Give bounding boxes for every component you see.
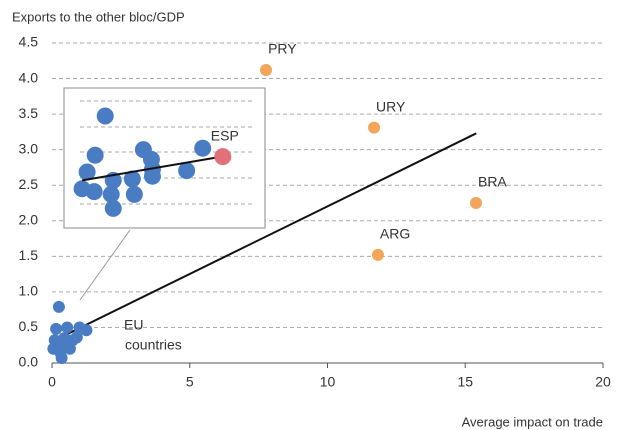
- y-tick-label: 0.5: [19, 318, 39, 334]
- point-label: PRY: [268, 41, 297, 57]
- inset-point: [194, 139, 212, 157]
- annotation: countries: [125, 337, 182, 353]
- point: [51, 337, 64, 350]
- inset-point: [85, 183, 103, 201]
- inset-point: [178, 162, 196, 180]
- point: [469, 197, 482, 209]
- x-tick-label: 0: [48, 374, 56, 390]
- highlight-label: ESP: [211, 127, 239, 143]
- inset-point: [104, 199, 122, 217]
- inset-point: [102, 185, 120, 203]
- point: [80, 324, 93, 337]
- x-tick-label: 15: [457, 374, 473, 390]
- y-tick-label: 2.5: [19, 176, 39, 192]
- point: [61, 321, 74, 334]
- point: [70, 331, 83, 344]
- point: [52, 300, 65, 313]
- inset-point: [96, 107, 114, 125]
- point-label: ARG: [380, 226, 410, 242]
- inset-point: [86, 146, 104, 164]
- point-label: BRA: [478, 174, 507, 190]
- point: [368, 121, 381, 134]
- y-tick-label: 4.5: [19, 34, 39, 50]
- inset-point: [123, 170, 141, 188]
- x-tick-label: 20: [595, 374, 611, 390]
- inset-point: [125, 185, 143, 203]
- annotation: EU: [124, 317, 143, 333]
- y-tick-label: 1.5: [19, 247, 39, 263]
- inset-point: [78, 163, 96, 181]
- y-tick-label: 0.0: [19, 354, 39, 370]
- point: [55, 352, 68, 365]
- y-tick-label: 1.0: [19, 283, 39, 299]
- point: [260, 64, 273, 77]
- inset-trend: [81, 155, 222, 182]
- x-tick-label: 10: [320, 374, 336, 390]
- inset-connector: [79, 229, 131, 301]
- y-tick-label: 4.0: [19, 69, 39, 85]
- y-tick-label: 3.0: [19, 140, 39, 156]
- x-tick-label: 5: [186, 374, 194, 390]
- point: [50, 322, 63, 335]
- y-axis-label: Exports to the other bloc/GDP: [12, 9, 185, 24]
- y-tick-label: 2.0: [19, 211, 39, 227]
- y-tick-label: 3.5: [19, 105, 39, 121]
- x-axis-label: Average impact on trade: [462, 414, 603, 429]
- point: [371, 248, 384, 261]
- trend-line: [54, 132, 477, 342]
- point: [63, 342, 76, 355]
- point-label: URY: [376, 98, 406, 114]
- highlight-point: [214, 148, 232, 166]
